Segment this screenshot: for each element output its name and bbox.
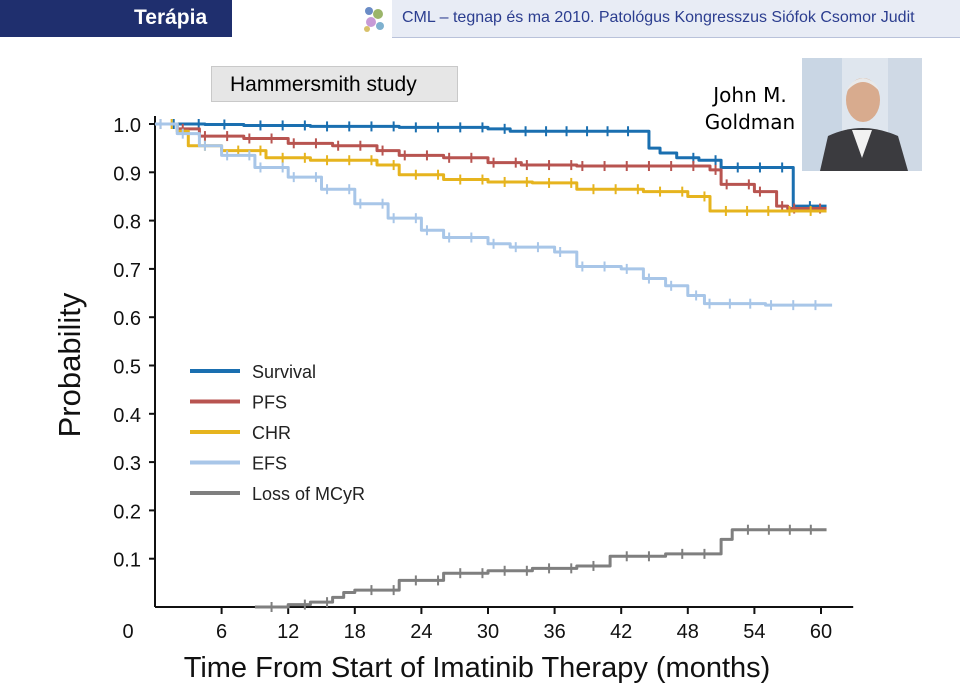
censor-marks-pfs — [159, 119, 822, 214]
chart-axes: 0.1 0.2 0.3 0.4 0.5 0.6 0.7 0.8 0.9 1.0 0 6 12 18 24 30… — [113, 115, 854, 643]
header-section-label: Terápia — [134, 6, 208, 29]
y-tick-label: 0.1 — [113, 550, 141, 572]
legend-label: CHR — [252, 423, 291, 443]
x-tick-label: 48 — [677, 621, 699, 643]
censor-marks-efs — [159, 119, 817, 311]
series-line-loss-of-mcyr — [254, 528, 827, 609]
presenter-last-name: Goldman — [704, 110, 796, 134]
chart-series-layer — [155, 119, 833, 612]
x-tick-label: 6 — [216, 621, 227, 643]
y-tick-label: 0.6 — [113, 308, 141, 330]
presenter-photo — [802, 58, 922, 171]
x-tick-label: 30 — [477, 621, 499, 643]
x-tick-label: 12 — [277, 621, 299, 643]
header-title-bar: CML – tegnap és ma 2010. Patológus Kongr… — [392, 0, 960, 38]
header-section-bar: Terápia — [0, 0, 232, 37]
series-line-pfs — [155, 122, 827, 211]
legend-label: Survival — [252, 362, 316, 382]
x-tick-label: 60 — [810, 621, 832, 643]
x-tick-label: 18 — [344, 621, 366, 643]
x-tick-label: 24 — [410, 621, 432, 643]
chart-legend: Survival PFS CHR EFS Loss of MCyR — [190, 362, 365, 504]
legend-label: EFS — [252, 454, 287, 474]
y-tick-label: 0.4 — [113, 405, 141, 427]
censor-marks-loss-of-mcyr — [270, 524, 812, 612]
legend-label: Loss of MCyR — [252, 484, 365, 504]
x-tick-label: 36 — [543, 621, 565, 643]
y-tick-label: 0.9 — [113, 163, 141, 185]
presenter-first-name: John M. — [713, 83, 787, 107]
y-tick-label: 1.0 — [113, 115, 141, 137]
header-title: CML – tegnap és ma 2010. Patológus Kongr… — [402, 9, 915, 26]
y-tick-label: 0.5 — [113, 357, 141, 379]
study-label: Hammersmith study — [230, 73, 417, 96]
legend-label: PFS — [252, 393, 287, 413]
x-tick-label: 0 — [122, 621, 133, 643]
conference-logo-icon — [359, 2, 389, 35]
x-tick-label: 54 — [743, 621, 765, 643]
y-axis-label: Probability — [52, 292, 87, 437]
y-tick-label: 0.2 — [113, 501, 141, 523]
y-tick-label: 0.8 — [113, 212, 141, 234]
x-tick-label: 42 — [610, 621, 632, 643]
x-axis-label: Time From Start of Imatinib Therapy (mon… — [184, 652, 771, 683]
censor-marks-survival — [172, 119, 811, 212]
series-line-survival — [155, 122, 827, 208]
y-tick-label: 0.3 — [113, 453, 141, 475]
y-tick-label: 0.7 — [113, 260, 141, 282]
presenter-name: John M. Goldman — [700, 82, 800, 136]
study-label-box: Hammersmith study — [211, 66, 458, 102]
